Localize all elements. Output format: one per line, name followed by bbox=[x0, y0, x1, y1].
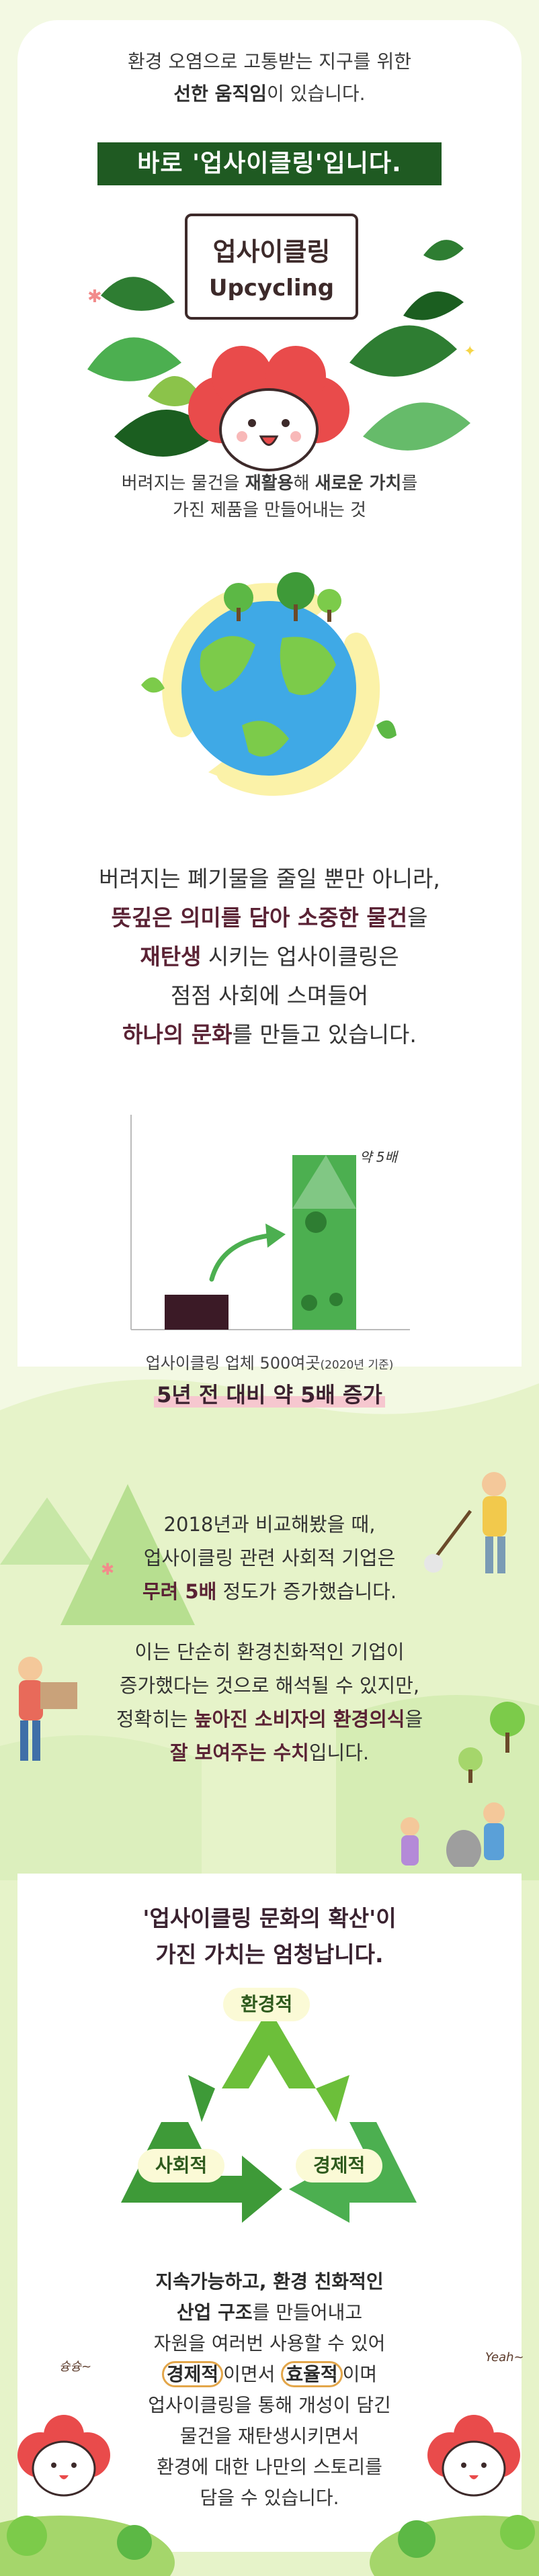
chart-caption: 업사이클링 업체 500여곳(2020년 기준) bbox=[0, 1350, 539, 1373]
intro-line-2-rest: 이 있습니다. bbox=[266, 83, 366, 105]
svg-text:✱: ✱ bbox=[87, 287, 102, 307]
definition-line-2: 가진 제품을 만들어내는 것 bbox=[173, 500, 366, 520]
body-line-5-rest: 를 만들고 있습니다. bbox=[232, 1021, 417, 1048]
svg-text:✦: ✦ bbox=[464, 343, 476, 360]
chart-headline: 5년 전 대비 약 5배 증가 bbox=[0, 1378, 539, 1409]
svg-text:✱: ✱ bbox=[101, 1560, 114, 1579]
bubble-right: Yeah~ bbox=[485, 2350, 524, 2364]
definition-mid: 해 bbox=[293, 473, 315, 494]
pill-social: 사회적 bbox=[138, 2149, 225, 2182]
body-bold-3: 하나의 문화 bbox=[122, 1021, 233, 1048]
stat-p2-pre: 정확히는 bbox=[116, 1708, 194, 1731]
values-line-8: 담을 수 있습니다. bbox=[200, 2487, 339, 2509]
values-line-7: 환경에 대한 나만의 스토리를 bbox=[157, 2456, 382, 2478]
stat-paragraph-1: 2018년과 비교해봤을 때, 업사이클링 관련 사회적 기업은 무려 5배 정… bbox=[0, 1508, 539, 1608]
intro-line-1: 환경 오염으로 고통받는 지구를 위한 bbox=[127, 50, 411, 73]
values-line-4-post: 이며 bbox=[342, 2363, 378, 2385]
stat-bold: 무려 5배 bbox=[142, 1580, 217, 1603]
stat-p2-line-4: 잘 보여주는 수치입니다. bbox=[0, 1736, 539, 1769]
stat-p2-bold: 높아진 소비자의 환경의식 bbox=[194, 1708, 405, 1731]
stat-p2-post: 을 bbox=[405, 1708, 423, 1731]
stat-line-3-rest: 정도가 증가했습니다. bbox=[216, 1580, 397, 1603]
intro-highlight: 선한 움직임 bbox=[173, 83, 267, 105]
definition-line-1: 버려지는 물건을 재활용해 새로운 가치를 bbox=[0, 470, 539, 497]
bar-1 bbox=[165, 1295, 229, 1330]
values-circled-2: 효율적 bbox=[281, 2361, 343, 2387]
stat-p2-line-1: 이는 단순히 환경친화적인 기업이 bbox=[134, 1641, 405, 1663]
growth-arrow bbox=[209, 1233, 272, 1282]
recycle-symbol bbox=[121, 2008, 417, 2223]
sign-korean: 업사이클링 bbox=[212, 237, 331, 267]
body-line-2-rest: 을 bbox=[407, 905, 428, 931]
body-line-3-rest: 시키는 업사이클링은 bbox=[201, 944, 399, 970]
bar-annotation: 약 5배 bbox=[360, 1149, 399, 1165]
stat-p2-line-4-rest: 입니다. bbox=[308, 1741, 370, 1764]
caption-note: (2020년 기준) bbox=[320, 1359, 394, 1372]
intro-line-2: 선한 움직임이 있습니다. bbox=[0, 78, 539, 110]
values-text: 지속가능하고, 환경 친화적인 산업 구조를 만들어내고 자원을 여러번 사용할… bbox=[0, 2266, 539, 2514]
definition-bold-2: 새로운 가치 bbox=[315, 473, 402, 494]
stat-line-1: 2018년과 비교해봤을 때, bbox=[163, 1513, 376, 1536]
stat-paragraph-2: 이는 단순히 환경친화적인 기업이 증가했다는 것으로 해석될 수 있지만, 정… bbox=[0, 1635, 539, 1769]
values-line-3: 자원을 여러번 사용할 수 있어 bbox=[153, 2332, 386, 2354]
body-line-1: 버려지는 폐기물을 줄일 뿐만 아니라, bbox=[99, 866, 440, 892]
sign-english: Upcycling bbox=[208, 275, 335, 302]
sign-illustration: ✱ ✦ bbox=[87, 240, 476, 471]
values-line-4-mid: 이면서 bbox=[223, 2363, 282, 2385]
upcycling-sign: 업사이클링 Upcycling bbox=[185, 214, 358, 320]
values-line-2: 산업 구조를 만들어내고 bbox=[0, 2297, 539, 2328]
growth-arrowhead bbox=[265, 1224, 286, 1248]
body-line-3: 재탄생 시키는 업사이클링은 bbox=[0, 937, 539, 976]
people-illustrations: ✱ bbox=[18, 1472, 525, 1867]
values-line-2-rest: 를 만들어내고 bbox=[252, 2301, 363, 2324]
bubble-left: 슝슝~ bbox=[59, 2360, 92, 2374]
values-circled-1: 경제적 bbox=[161, 2361, 224, 2387]
intro-text: 환경 오염으로 고통받는 지구를 위한 선한 움직임이 있습니다. bbox=[0, 46, 539, 110]
values-line-4: 경제적 이면서 효율적 이며 bbox=[0, 2359, 539, 2390]
definition-text: 버려지는 물건을 재활용해 새로운 가치를 가진 제품을 만들어내는 것 bbox=[0, 470, 539, 524]
body-bold-2: 재탄생 bbox=[140, 944, 202, 970]
headline-text: 5년 전 대비 약 5배 증가 bbox=[154, 1382, 385, 1408]
body-bold-1: 뜻깊은 의미를 담아 소중한 물건 bbox=[111, 905, 408, 931]
caption-text: 업사이클링 업체 500여곳 bbox=[145, 1354, 321, 1373]
growth-bar-chart: 약 5배 bbox=[130, 1115, 410, 1330]
stat-p2-line-3: 정확히는 높아진 소비자의 환경의식을 bbox=[0, 1702, 539, 1736]
values-title-line-1: '업사이클링 문화의 확산'이 bbox=[142, 1905, 397, 1931]
bar-tree-1 bbox=[301, 1295, 317, 1311]
pill-economic: 경제적 bbox=[296, 2149, 383, 2182]
values-title: '업사이클링 문화의 확산'이 가진 가치는 엄청납니다. bbox=[0, 1900, 539, 1973]
bar-mountain bbox=[292, 1155, 356, 1209]
definition-pre: 버려지는 물건을 bbox=[121, 473, 245, 494]
values-title-line-2: 가진 가치는 엄청납니다. bbox=[155, 1941, 384, 1968]
body-line-5: 하나의 문화를 만들고 있습니다. bbox=[0, 1015, 539, 1054]
values-bold-2: 산업 구조 bbox=[176, 2301, 253, 2324]
values-line-1: 지속가능하고, 환경 친화적인 bbox=[0, 2266, 539, 2297]
values-line-6: 물건을 재탄생시키면서 bbox=[179, 2425, 360, 2447]
definition-bold-1: 재활용 bbox=[245, 473, 294, 494]
stat-p2-bold-2: 잘 보여주는 수치 bbox=[169, 1741, 309, 1764]
bottom-characters bbox=[0, 2415, 539, 2576]
values-bold-1: 지속가능하고, 환경 친화적인 bbox=[155, 2270, 384, 2293]
stat-p2-line-2: 증가했다는 것으로 해석될 수 있지만, bbox=[119, 1674, 420, 1697]
body-text: 버려지는 폐기물을 줄일 뿐만 아니라, 뜻깊은 의미를 담아 소중한 물건을 … bbox=[0, 860, 539, 1054]
bar-tree-2 bbox=[329, 1293, 343, 1306]
values-line-5: 업사이클링을 통해 개성이 담긴 bbox=[148, 2394, 391, 2416]
definition-post: 를 bbox=[401, 473, 418, 494]
earth-recycle-illustration bbox=[141, 572, 397, 796]
body-line-2: 뜻깊은 의미를 담아 소중한 물건을 bbox=[0, 899, 539, 937]
stat-line-2: 업사이클링 관련 사회적 기업은 bbox=[143, 1547, 396, 1569]
bar-tree-3 bbox=[305, 1211, 327, 1233]
pill-environmental: 환경적 bbox=[223, 1988, 310, 2021]
upcycling-banner: 바로 '업사이클링'입니다. bbox=[97, 142, 442, 185]
stat-line-3: 무려 5배 정도가 증가했습니다. bbox=[0, 1575, 539, 1608]
body-line-4: 점점 사회에 스며들어 bbox=[170, 982, 369, 1009]
